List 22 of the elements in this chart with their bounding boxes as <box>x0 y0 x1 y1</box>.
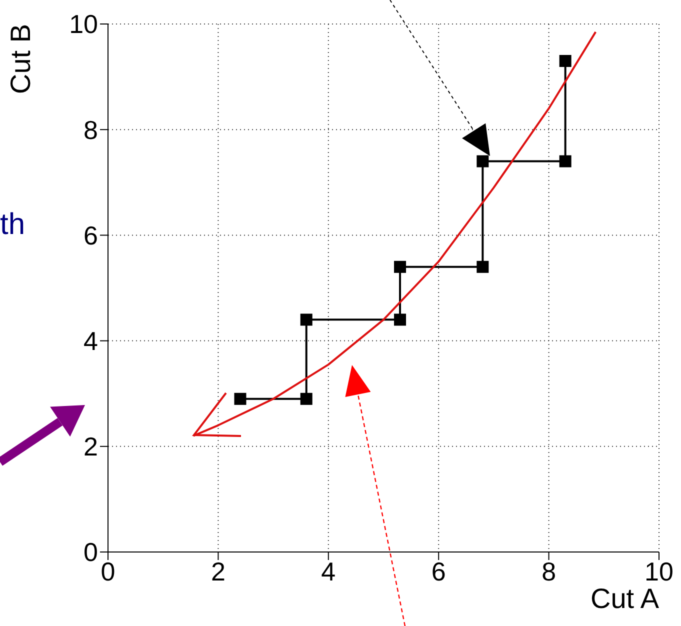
x-tick-label: 2 <box>210 556 226 586</box>
y-tick-label: 6 <box>84 220 98 250</box>
y-axis-title: Cut B <box>5 24 36 94</box>
point <box>476 155 489 168</box>
point <box>559 155 572 168</box>
text: th <box>0 208 26 242</box>
point <box>394 314 406 326</box>
point <box>476 260 489 273</box>
line-series <box>192 30 597 437</box>
x-tick-label: 8 <box>542 556 556 586</box>
x-tick-label: 4 <box>321 556 336 586</box>
point <box>559 54 572 67</box>
y-tick-label: 4 <box>84 326 98 356</box>
y-tick-label: 10 <box>69 9 98 40</box>
y-tick-label: 0 <box>84 537 98 568</box>
point <box>300 392 312 405</box>
point <box>300 314 312 326</box>
x-tick-label: 6 <box>431 556 446 586</box>
point <box>234 392 246 405</box>
y-tick-label: 2 <box>84 432 98 462</box>
point <box>394 260 406 273</box>
y-tick-label: 8 <box>84 114 98 145</box>
